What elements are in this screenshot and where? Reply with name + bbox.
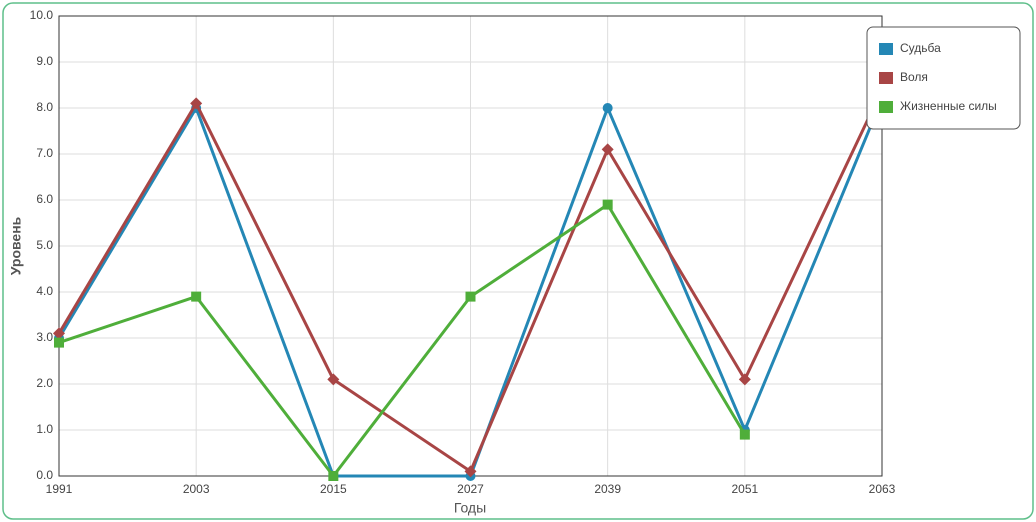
y-tick-label: 2.0 [36,376,53,390]
legend-label: Воля [900,70,928,84]
point [602,103,613,113]
y-tick-label: 7.0 [36,146,53,160]
y-axis-label: Уровень [8,216,24,275]
y-tick-label: 8.0 [36,100,53,114]
legend-swatch [879,101,893,113]
y-tick-label: 3.0 [36,330,53,344]
series-line [58,203,747,478]
y-tick-label: 9.0 [36,54,53,68]
y-tick-label: 0.0 [36,468,53,482]
legend-label: Жизненные силы [900,99,997,113]
x-tick-label: 2027 [457,482,484,496]
legend-swatch [879,72,893,84]
x-tick-label: 1991 [46,482,73,496]
x-tick-label: 2039 [594,482,621,496]
point [328,471,339,481]
x-tick-label: 2003 [183,482,210,496]
point [191,291,202,302]
point [53,327,65,340]
point [327,373,340,386]
point [602,199,613,210]
y-tick-label: 1.0 [36,422,53,436]
x-tick-label: 2051 [731,482,758,496]
point [739,429,750,440]
y-tick-label: 5.0 [36,238,53,252]
x-tick-label: 2015 [320,482,347,496]
point [190,97,203,110]
legend-swatch [879,43,893,55]
legend-box [866,26,1021,130]
y-tick-label: 4.0 [36,284,53,298]
x-tick-label: 2063 [869,482,896,496]
point [464,465,477,478]
point [738,373,751,386]
y-tick-label: 6.0 [36,192,53,206]
y-tick-label: 10.0 [30,8,54,22]
point [601,143,614,156]
point [465,291,476,302]
legend-label: Судьба [900,41,941,55]
x-axis-label: Годы [454,500,486,516]
point [54,337,64,348]
